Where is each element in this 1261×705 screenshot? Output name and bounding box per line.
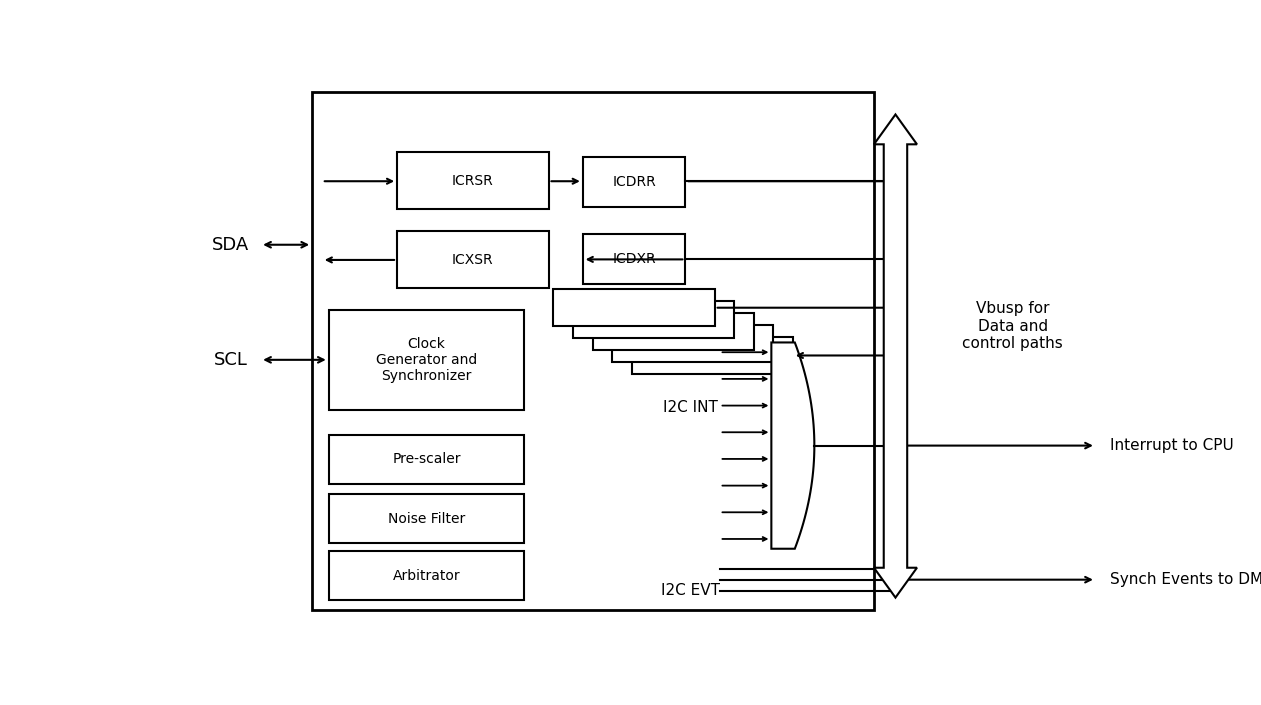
Bar: [397, 231, 549, 288]
Bar: [612, 325, 773, 362]
Bar: [329, 435, 525, 484]
Bar: [583, 157, 686, 207]
Text: ICRSR: ICRSR: [451, 174, 493, 188]
Text: Clock
Generator and
Synchronizer: Clock Generator and Synchronizer: [376, 337, 477, 384]
Text: Synch Events to DMA: Synch Events to DMA: [1111, 572, 1261, 587]
Bar: [329, 551, 525, 601]
Bar: [554, 289, 715, 326]
Text: I2C INT: I2C INT: [663, 400, 718, 415]
Bar: [572, 301, 734, 338]
Polygon shape: [874, 114, 917, 598]
Bar: [632, 337, 793, 374]
Text: SDA: SDA: [212, 235, 250, 254]
Polygon shape: [772, 343, 815, 548]
Text: Pre-scaler: Pre-scaler: [392, 452, 460, 466]
Text: ICDRR: ICDRR: [612, 175, 656, 189]
Bar: [593, 313, 754, 350]
Bar: [397, 152, 549, 209]
Text: Vbusp for
Data and
control paths: Vbusp for Data and control paths: [962, 301, 1063, 351]
Bar: [311, 92, 874, 610]
Bar: [329, 494, 525, 544]
Text: ICDXR: ICDXR: [613, 252, 656, 266]
Bar: [329, 310, 525, 410]
Text: I2C EVT: I2C EVT: [661, 583, 720, 598]
Bar: [583, 235, 686, 284]
Text: Arbitrator: Arbitrator: [392, 569, 460, 583]
Text: Noise Filter: Noise Filter: [387, 512, 465, 526]
Text: ICXSR: ICXSR: [451, 252, 493, 266]
Text: Interrupt to CPU: Interrupt to CPU: [1111, 438, 1235, 453]
Text: SCL: SCL: [214, 351, 248, 369]
